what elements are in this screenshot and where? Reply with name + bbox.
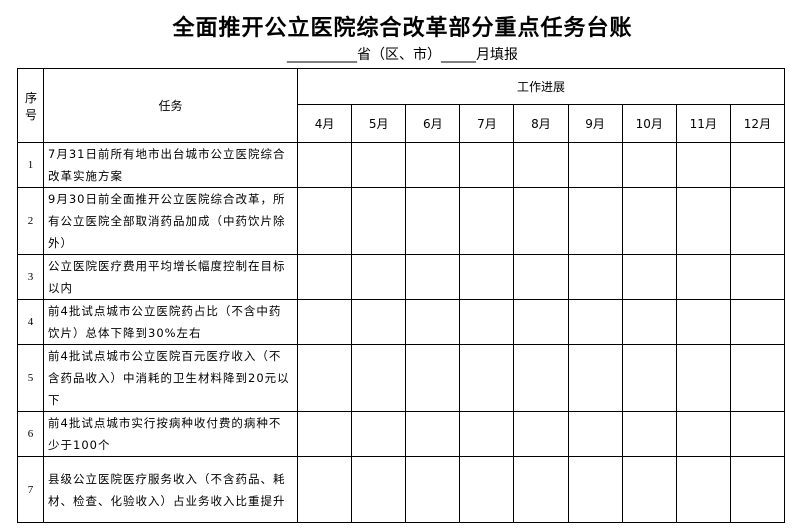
progress-cell[interactable] [296,411,353,457]
progress-cell[interactable] [621,456,677,523]
row-task: 县级公立医院医疗服务收入（不含药品、耗材、检查、化验收入）占业务收入比重提升 [43,456,298,523]
row-seq: 1 [17,142,44,188]
header-month: 8月 [513,104,569,143]
progress-cell[interactable] [513,254,569,300]
progress-cell[interactable] [296,456,353,523]
progress-cell[interactable] [459,187,515,255]
progress-cell[interactable] [513,344,569,412]
table-row: 6 前4批试点城市实行按病种收付费的病种不少于100个 [17,411,786,457]
header-task: 任务 [43,68,298,143]
progress-cell[interactable] [729,299,786,345]
progress-cell[interactable] [405,456,461,523]
progress-cell[interactable] [729,187,786,255]
progress-cell[interactable] [675,187,731,255]
row-seq: 3 [17,254,44,300]
table-row: 4 前4批试点城市公立医院药占比（不含中药饮片）总体下降到30%左右 [17,299,786,345]
row-task: 公立医院医疗费用平均增长幅度控制在目标以内 [43,254,298,300]
row-task: 前4批试点城市公立医院药占比（不含中药饮片）总体下降到30%左右 [43,299,298,345]
progress-cell[interactable] [296,254,353,300]
progress-cell[interactable] [675,456,731,523]
progress-cell[interactable] [351,456,407,523]
progress-cell[interactable] [459,142,515,188]
progress-cell[interactable] [296,187,353,255]
progress-cell[interactable] [405,187,461,255]
progress-cell[interactable] [513,187,569,255]
table-row: 2 9月30日前全面推开公立医院综合改革，所有公立医院全部取消药品加成（中药饮片除… [17,187,786,255]
progress-cell[interactable] [567,299,623,345]
progress-cell[interactable] [621,187,677,255]
header-month: 11月 [675,104,731,143]
row-task: 9月30日前全面推开公立医院综合改革，所有公立医院全部取消药品加成（中药饮片除外… [43,187,298,255]
progress-cell[interactable] [675,344,731,412]
progress-cell[interactable] [351,411,407,457]
progress-cell[interactable] [567,142,623,188]
row-task: 前4批试点城市实行按病种收付费的病种不少于100个 [43,411,298,457]
progress-cell[interactable] [459,299,515,345]
document-title: 全面推开公立医院综合改革部分重点任务台账 [172,16,633,41]
progress-cell[interactable] [405,142,461,188]
progress-cell[interactable] [621,254,677,300]
header-progress: 工作进展 [297,68,785,105]
task-ledger-table: 序号 任务 工作进展 4月 5月 6月 7月 8月 9月 10月 11月 12月 1 7月31日前… [17,68,786,523]
progress-cell[interactable] [351,142,407,188]
progress-cell[interactable] [296,299,353,345]
progress-cell[interactable] [621,142,677,188]
progress-cell[interactable] [729,411,786,457]
progress-cell[interactable] [621,299,677,345]
row-seq: 4 [17,299,44,345]
header-month: 10月 [621,104,677,143]
progress-cell[interactable] [459,344,515,412]
progress-cell[interactable] [513,456,569,523]
table-row: 7 县级公立医院医疗服务收入（不含药品、耗材、检查、化验收入）占业务收入比重提升 [17,456,786,523]
table-row: 3 公立医院医疗费用平均增长幅度控制在目标以内 [17,254,786,300]
progress-cell[interactable] [351,187,407,255]
progress-cell[interactable] [459,411,515,457]
progress-cell[interactable] [675,411,731,457]
progress-cell[interactable] [459,456,515,523]
row-task: 前4批试点城市公立医院百元医疗收入（不含药品收入）中消耗的卫生材料降到20元以下 [43,344,298,412]
progress-cell[interactable] [459,254,515,300]
row-seq: 5 [17,344,44,412]
row-seq: 2 [17,187,44,255]
row-task: 7月31日前所有地市出台城市公立医院综合改革实施方案 [43,142,298,188]
progress-cell[interactable] [567,254,623,300]
header-month: 9月 [567,104,623,143]
progress-cell[interactable] [567,411,623,457]
progress-cell[interactable] [351,344,407,412]
table-row: 1 7月31日前所有地市出台城市公立医院综合改革实施方案 [17,142,786,188]
header-month: 12月 [729,104,786,143]
progress-cell[interactable] [729,456,786,523]
header-month: 7月 [459,104,515,143]
progress-cell[interactable] [567,187,623,255]
progress-cell[interactable] [405,344,461,412]
header-seq: 序号 [17,68,44,143]
progress-cell[interactable] [351,299,407,345]
table-row: 5 前4批试点城市公立医院百元医疗收入（不含药品收入）中消耗的卫生材料降到20元以… [17,344,786,412]
progress-cell[interactable] [296,142,353,188]
progress-cell[interactable] [405,299,461,345]
progress-cell[interactable] [567,344,623,412]
header-month: 5月 [351,104,407,143]
row-seq: 6 [17,411,44,457]
progress-cell[interactable] [729,254,786,300]
progress-cell[interactable] [405,411,461,457]
progress-cell[interactable] [675,254,731,300]
progress-cell[interactable] [567,456,623,523]
document-subtitle: __________省（区、市）_____月填报 [287,47,518,63]
header-month: 6月 [405,104,461,143]
progress-cell[interactable] [621,411,677,457]
progress-cell[interactable] [675,142,731,188]
progress-cell[interactable] [675,299,731,345]
progress-cell[interactable] [405,254,461,300]
progress-cell[interactable] [729,142,786,188]
progress-cell[interactable] [513,411,569,457]
header-month: 4月 [296,104,353,143]
progress-cell[interactable] [513,299,569,345]
progress-cell[interactable] [621,344,677,412]
progress-cell[interactable] [729,344,786,412]
progress-cell[interactable] [351,254,407,300]
row-seq: 7 [17,456,44,523]
progress-cell[interactable] [513,142,569,188]
progress-cell[interactable] [296,344,353,412]
